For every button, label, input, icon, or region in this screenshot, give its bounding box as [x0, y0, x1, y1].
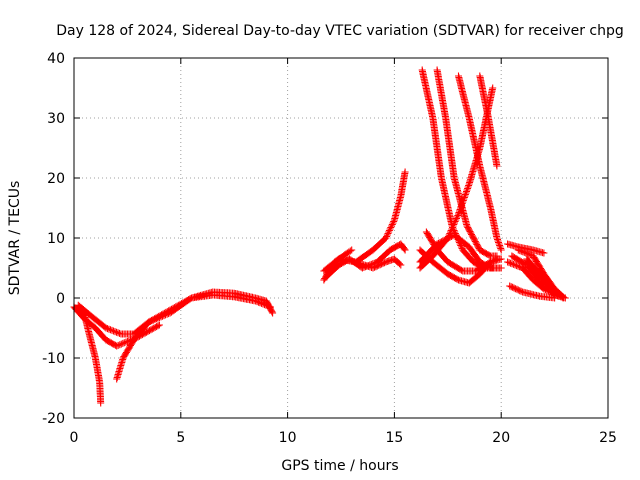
y-axis-label: SDTVAR / TECUs	[7, 181, 23, 296]
tick-labels-layer: 0 5 10 15 20 25 -20 -10 0 10 20 30 40	[42, 51, 617, 446]
chart-title: Day 128 of 2024, Sidereal Day-to-day VTE…	[56, 23, 624, 39]
marker-trace	[476, 72, 501, 170]
x-tick-label: 0	[70, 430, 79, 446]
marker-trace	[322, 240, 409, 281]
series-arc-11	[433, 66, 501, 260]
marker-trace	[113, 291, 274, 383]
ticks-layer	[73, 57, 609, 419]
x-axis-label: GPS time / hours	[281, 458, 398, 474]
y-tick-label: 30	[47, 111, 65, 127]
marker-trace	[433, 66, 501, 260]
series-arc-7	[322, 240, 409, 281]
marker-trace	[352, 168, 409, 266]
series-arc-22	[523, 255, 567, 302]
marker-trace	[523, 255, 567, 302]
y-tick-label: 20	[47, 171, 65, 187]
x-tick-label: 5	[176, 430, 185, 446]
series-arc-8	[352, 168, 409, 266]
series-arc-16	[416, 231, 505, 272]
x-tick-label: 10	[279, 430, 297, 446]
y-tick-label: -20	[42, 411, 65, 427]
x-tick-label: 20	[492, 430, 510, 446]
x-tick-label: 25	[599, 430, 617, 446]
marker-trace	[455, 72, 505, 254]
marker-trace	[416, 231, 505, 272]
y-tick-label: 0	[56, 291, 65, 307]
y-tick-label: -10	[42, 351, 65, 367]
series-arc-19	[506, 282, 559, 302]
y-tick-label: 10	[47, 231, 65, 247]
data-points-layer	[70, 66, 569, 407]
series-arc-4	[113, 291, 274, 383]
series-arc-12	[455, 72, 505, 254]
y-tick-label: 40	[47, 51, 65, 67]
grid-layer	[74, 58, 608, 418]
x-tick-label: 15	[385, 430, 403, 446]
series-arc-13	[476, 72, 501, 170]
marker-trace	[506, 282, 559, 302]
